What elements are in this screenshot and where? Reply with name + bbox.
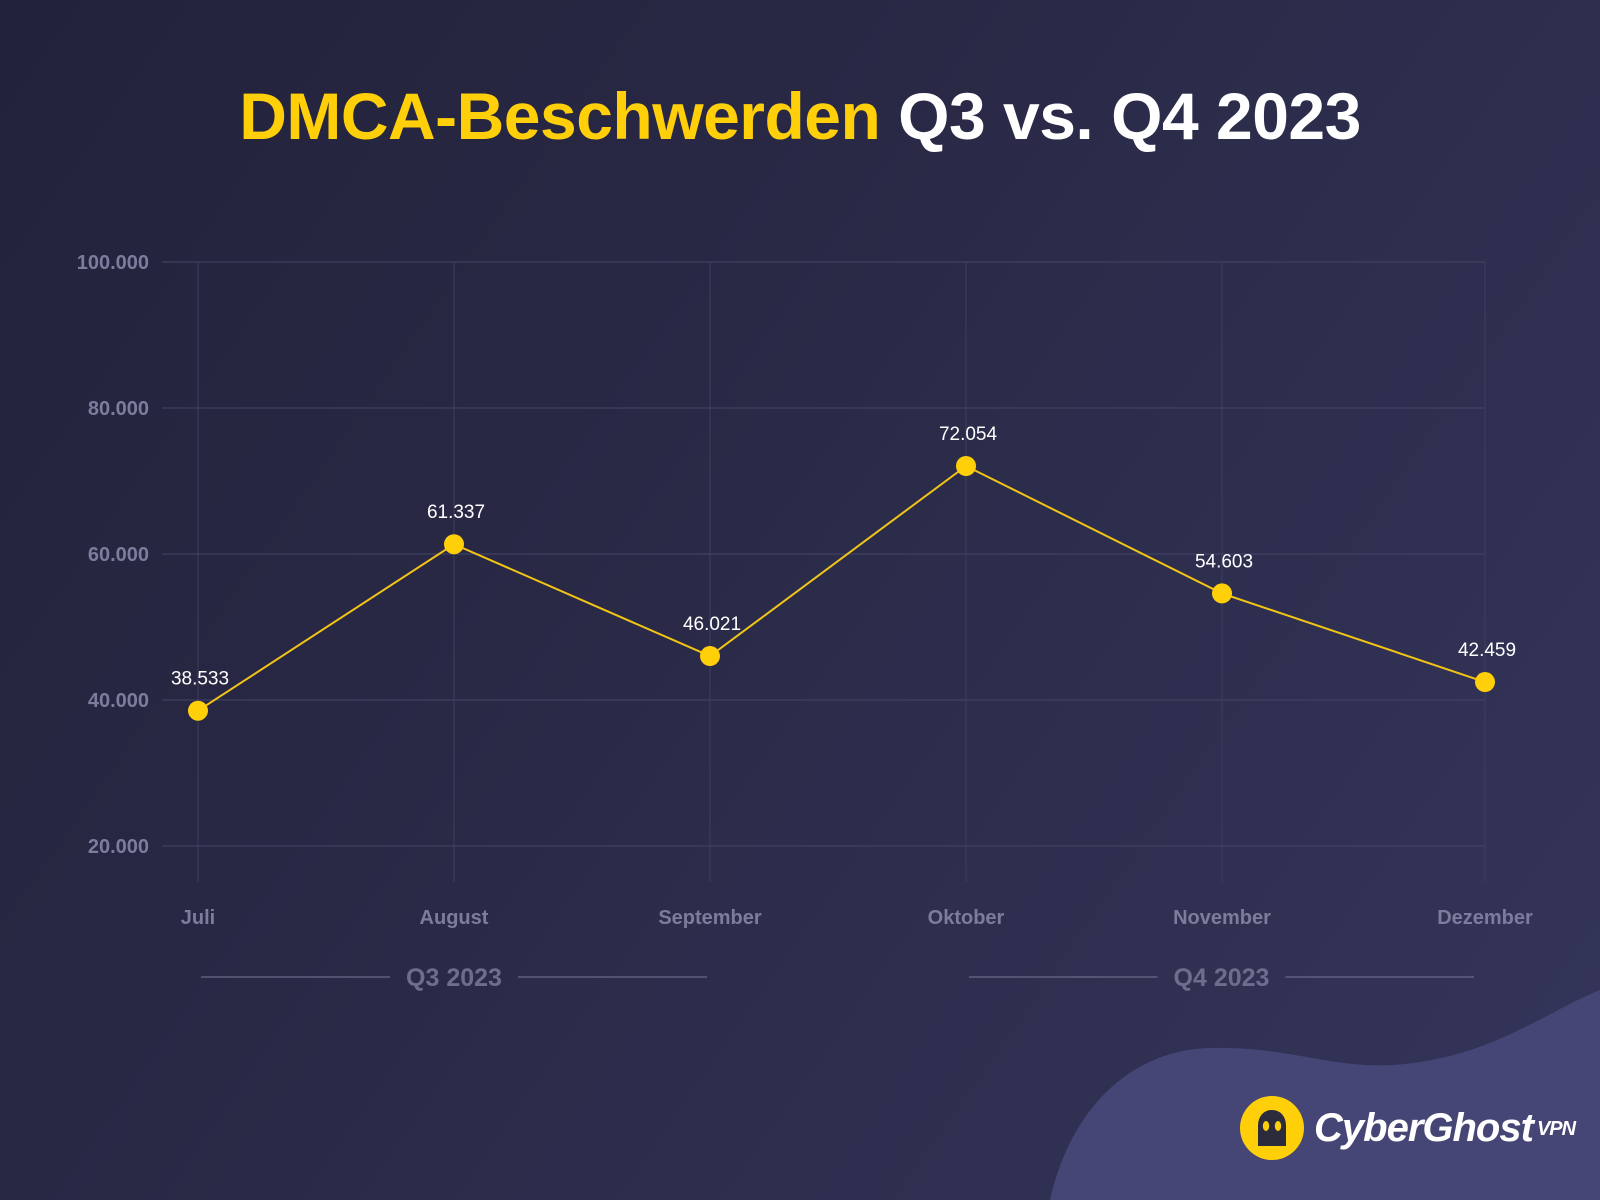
data-label: 61.337 — [427, 502, 485, 523]
x-tick-label: September — [658, 907, 762, 929]
data-label-layer: 38.533 61.337 46.021 72.054 54.603 42.459 — [171, 424, 1516, 690]
brand-wordmark: CyberGhost — [1314, 1105, 1534, 1150]
y-tick-label: 20.000 — [88, 836, 149, 858]
x-tick-label: Juli — [181, 907, 215, 929]
x-tick-label: November — [1173, 907, 1271, 929]
x-tick-label: Oktober — [928, 907, 1005, 929]
y-tick-label: 40.000 — [88, 690, 149, 712]
data-point — [956, 456, 976, 477]
title-rest: Q3 vs. Q4 2023 — [898, 79, 1361, 153]
x-tick-label: Dezember — [1437, 907, 1533, 929]
quarter-group-layer: Q3 2023 Q4 2023 — [201, 964, 1474, 992]
ghost-icon — [1240, 1096, 1304, 1160]
grid-layer — [162, 261, 1486, 882]
y-tick-label: 80.000 — [88, 398, 149, 420]
axis-layer: 20.000 40.000 60.000 80.000 100.000 Juli Augus… — [77, 252, 1533, 929]
brand-name: CyberGhost VPN — [1314, 1105, 1576, 1151]
series-line — [197, 464, 1486, 712]
data-label: 46.021 — [683, 614, 741, 635]
group-label: Q4 2023 — [1174, 964, 1270, 992]
y-tick-label: 60.000 — [88, 544, 149, 566]
data-point — [1212, 583, 1232, 604]
data-label: 72.054 — [939, 424, 998, 445]
data-label: 54.603 — [1195, 551, 1253, 572]
y-tick-label: 100.000 — [77, 252, 149, 274]
series-layer — [188, 456, 1495, 721]
data-point — [700, 646, 720, 667]
x-tick-label: August — [420, 907, 489, 929]
data-label: 42.459 — [1458, 640, 1516, 661]
data-point — [444, 534, 464, 555]
data-point — [188, 700, 208, 721]
data-point — [1475, 672, 1495, 693]
data-label: 38.533 — [171, 669, 229, 690]
group-label: Q3 2023 — [406, 964, 502, 992]
brand-suffix: VPN — [1536, 1117, 1576, 1140]
brand-logo: CyberGhost VPN — [1240, 1096, 1576, 1160]
title-highlight: DMCA-Beschwerden — [239, 79, 881, 153]
page-title: DMCA-Beschwerden Q3 vs. Q4 2023 — [0, 78, 1600, 154]
